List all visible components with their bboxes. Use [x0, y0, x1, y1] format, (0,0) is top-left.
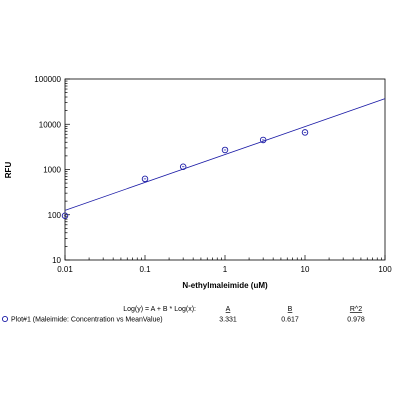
x-axis: 0.01 0.1 1 10 100 [57, 255, 392, 274]
y-tick-label: 10000 [39, 120, 62, 129]
x-tick-label: 0.1 [139, 265, 151, 274]
plot-frame [64, 78, 386, 261]
y-tick-label: 1000 [43, 166, 61, 175]
y-tick-label: 10 [52, 256, 61, 265]
fit-header-a: A [226, 306, 231, 313]
fit-header-r2: R^2 [350, 306, 362, 313]
data-point [61, 212, 69, 220]
x-tick-label: 0.01 [57, 265, 73, 274]
data-point [179, 163, 187, 171]
fit-value-a: 3.331 [219, 317, 237, 324]
y-axis: 10 100 1000 10000 100000 [34, 75, 70, 265]
x-tick-label: 1 [223, 265, 228, 274]
x-axis-title: N-ethylmaleimide (uM) [182, 281, 268, 290]
x-tick-label: 100 [378, 265, 392, 274]
data-point [221, 146, 229, 154]
x-tick-label: 10 [301, 265, 310, 274]
data-points [61, 129, 309, 220]
fit-value-r2: 0.978 [347, 317, 365, 324]
fit-value-b: 0.617 [281, 317, 299, 324]
y-axis-title: RFU [4, 162, 13, 179]
data-point [259, 136, 267, 144]
y-tick-label: 100 [48, 211, 62, 220]
fit-table: Log(y) = A + B * Log(x): A B R^2 Plot#1 … [1, 306, 365, 324]
y-tick-label: 100000 [34, 75, 61, 84]
fit-equation: Log(y) = A + B * Log(x): [123, 306, 196, 313]
legend-marker [1, 315, 9, 323]
data-point [141, 175, 149, 183]
data-point [301, 129, 309, 136]
plot-area: 0.01 0.1 1 10 100 10 100 1000 10000 100000 [34, 75, 392, 274]
legend-series-label: Plot#1 (Maleimide: Concentration vs Mean… [11, 317, 163, 324]
fit-line [64, 98, 386, 211]
fit-header-b: B [288, 306, 293, 313]
